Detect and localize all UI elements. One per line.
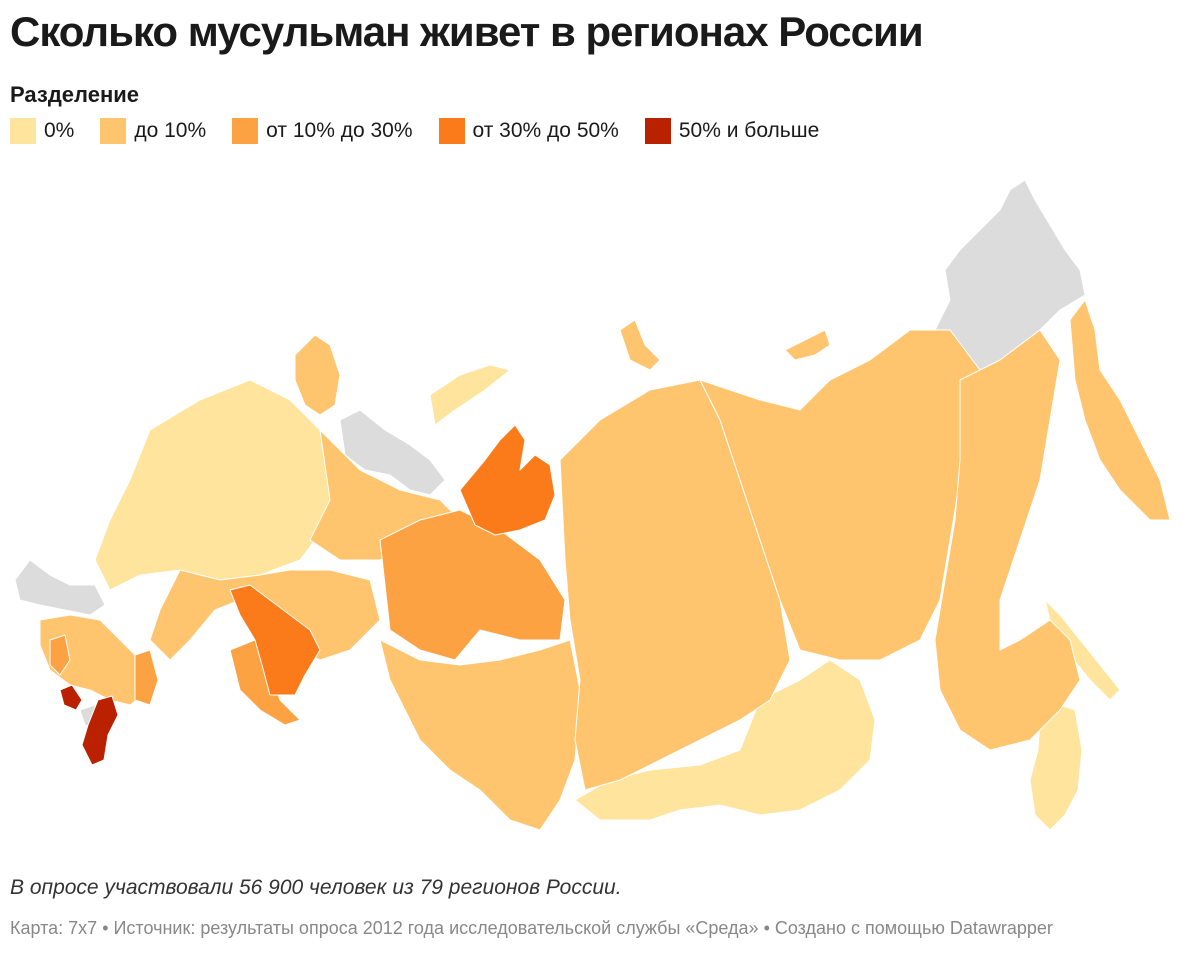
- legend-item-4: 50% и больше: [644, 118, 820, 144]
- region-dagestan[interactable]: [81, 695, 119, 766]
- legend-label: 0%: [44, 119, 75, 142]
- region-tatarstan[interactable]: [229, 584, 321, 696]
- russia-choropleth-map: [14, 179, 1171, 831]
- regions-50-plus-percent: [59, 684, 119, 766]
- region-new-siberian-islands[interactable]: [784, 329, 831, 361]
- legend-label: от 10% до 30%: [266, 119, 413, 142]
- legend-item-2: от 10% до 30%: [232, 118, 413, 144]
- survey-note: В опросе участвовали 56 900 человек из 7…: [10, 876, 622, 899]
- region-siberia-west[interactable]: [379, 639, 581, 831]
- legend-swatch: [232, 118, 259, 144]
- no-data-regions: [14, 179, 1086, 731]
- legend-item-1: до 10%: [100, 118, 206, 144]
- regions-up-to-10-percent: [39, 299, 1171, 831]
- region-yamal[interactable]: [459, 424, 556, 536]
- source-credit: Карта: 7x7 • Источник: результаты опроса…: [10, 918, 1053, 938]
- map-title: Сколько мусульман живет в регионах Росси…: [10, 8, 924, 55]
- region-astrakhan[interactable]: [134, 649, 159, 706]
- region-crimea[interactable]: [14, 559, 106, 616]
- legend-swatch: [644, 118, 671, 144]
- region-north-caucasus-west[interactable]: [59, 684, 83, 711]
- legend-swatch: [438, 118, 465, 144]
- region-novaya-zemlya[interactable]: [429, 364, 511, 426]
- region-south[interactable]: [39, 614, 151, 706]
- region-taymyr-islands[interactable]: [619, 319, 661, 371]
- region-yakutia[interactable]: [699, 329, 981, 661]
- legend-swatch: [100, 118, 127, 144]
- legend-title: Разделение: [10, 82, 139, 107]
- legend-label: 50% и больше: [678, 119, 820, 142]
- region-kola[interactable]: [294, 334, 341, 416]
- region-karelia-nodata[interactable]: [339, 409, 446, 496]
- regions-30-to-50-percent: [229, 424, 556, 696]
- legend-item-0: 0%: [10, 118, 74, 144]
- region-south-siberia-east[interactable]: [574, 659, 876, 821]
- region-magadan-khabarovsk[interactable]: [934, 329, 1081, 751]
- region-krasnodar[interactable]: [49, 634, 71, 676]
- legend-swatch: [10, 118, 36, 144]
- legend-label: от 30% до 50%: [472, 119, 619, 142]
- region-primorye[interactable]: [1029, 704, 1083, 831]
- legend: 0% до 10% от 10% до 30% от 30% до 50% 50…: [10, 118, 845, 144]
- region-central-russia-west[interactable]: [94, 379, 341, 591]
- region-khanty-mansi[interactable]: [379, 509, 566, 661]
- region-kamchatka[interactable]: [1069, 299, 1171, 521]
- legend-label: до 10%: [134, 119, 207, 142]
- legend-item-3: от 30% до 50%: [438, 118, 619, 144]
